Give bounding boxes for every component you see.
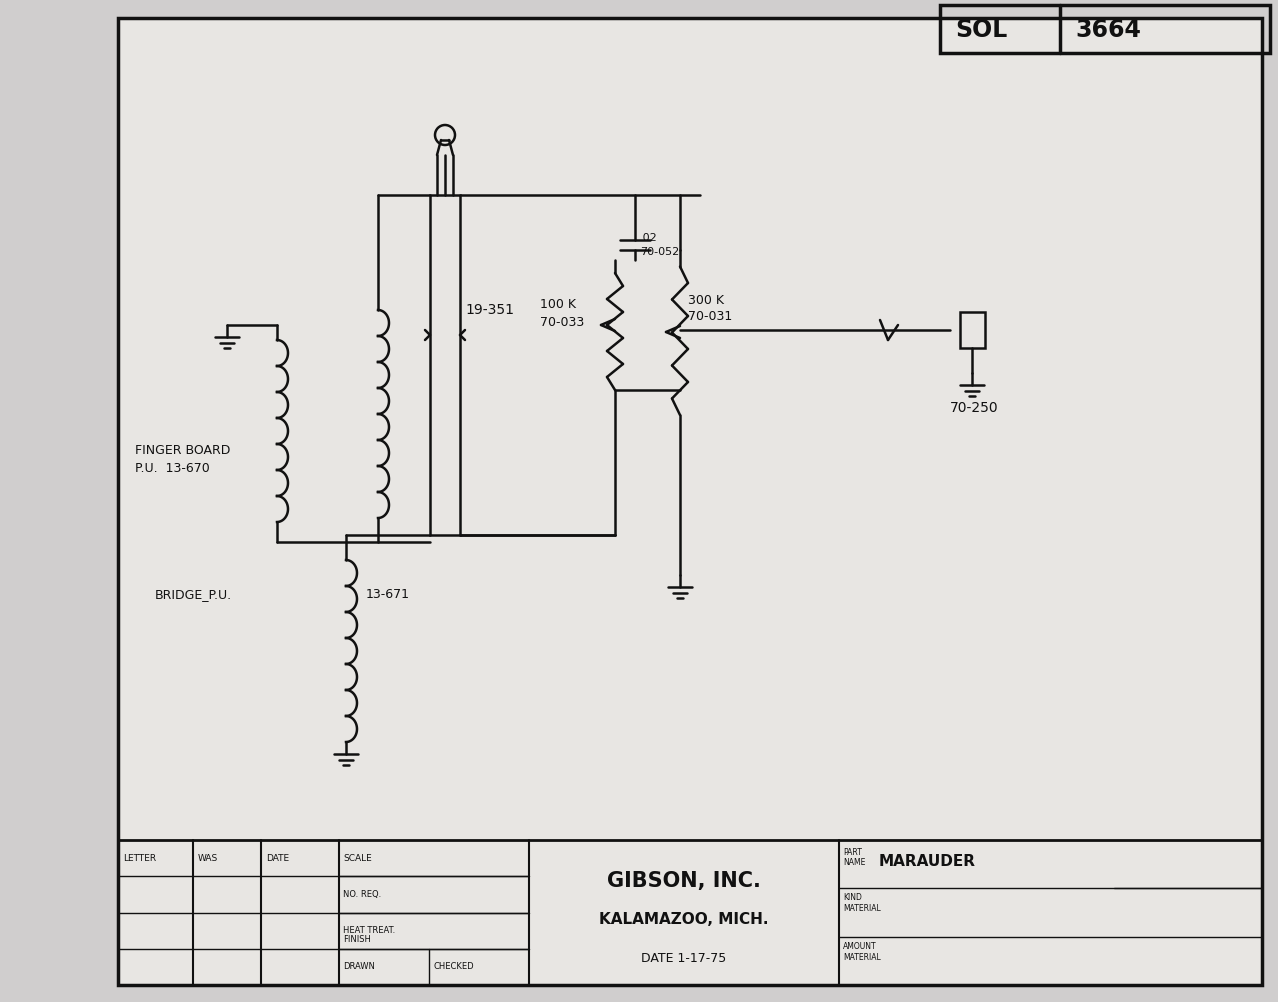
Text: GIBSON, INC.: GIBSON, INC. (607, 871, 760, 891)
Text: 70-033: 70-033 (541, 316, 584, 329)
Text: .02: .02 (640, 233, 658, 243)
Text: FINISH: FINISH (343, 935, 371, 944)
Bar (118, 840, 1261, 985)
Text: 70-031: 70-031 (688, 311, 732, 324)
Text: SCALE: SCALE (343, 854, 372, 863)
Text: 3664: 3664 (1075, 18, 1141, 42)
Text: PART: PART (843, 848, 861, 857)
Text: MATERIAL: MATERIAL (843, 953, 881, 962)
Text: DATE: DATE (266, 854, 289, 863)
Text: 300 K: 300 K (688, 294, 725, 307)
Text: MATERIAL: MATERIAL (843, 905, 881, 914)
Text: FINGER BOARD: FINGER BOARD (135, 444, 230, 457)
Text: KIND: KIND (843, 894, 861, 903)
Text: HEAT TREAT.: HEAT TREAT. (343, 926, 395, 935)
Text: CHECKED: CHECKED (435, 962, 474, 971)
Text: WAS: WAS (198, 854, 219, 863)
Text: 19-351: 19-351 (465, 303, 514, 317)
Text: NO. REQ.: NO. REQ. (343, 890, 381, 899)
Text: LETTER: LETTER (123, 854, 156, 863)
Text: BRIDGE_P.U.: BRIDGE_P.U. (155, 588, 233, 601)
Bar (960, 312, 985, 348)
Bar (429, 195, 460, 535)
Text: 100 K: 100 K (541, 299, 576, 312)
Text: DRAWN: DRAWN (343, 962, 374, 971)
Bar (118, 18, 1261, 985)
Text: AMOUNT: AMOUNT (843, 942, 877, 951)
Text: 70-250: 70-250 (950, 401, 998, 415)
Text: NAME: NAME (843, 858, 865, 867)
Text: DATE 1-17-75: DATE 1-17-75 (642, 952, 727, 965)
Text: KALAMAZOO, MICH.: KALAMAZOO, MICH. (599, 912, 769, 927)
Text: MARAUDER: MARAUDER (879, 855, 976, 870)
Text: SOL: SOL (955, 18, 1007, 42)
Bar (941, 5, 1270, 53)
Text: P.U.  13-670: P.U. 13-670 (135, 462, 210, 475)
Text: 70-052: 70-052 (640, 247, 679, 257)
Text: 13-671: 13-671 (366, 588, 410, 601)
